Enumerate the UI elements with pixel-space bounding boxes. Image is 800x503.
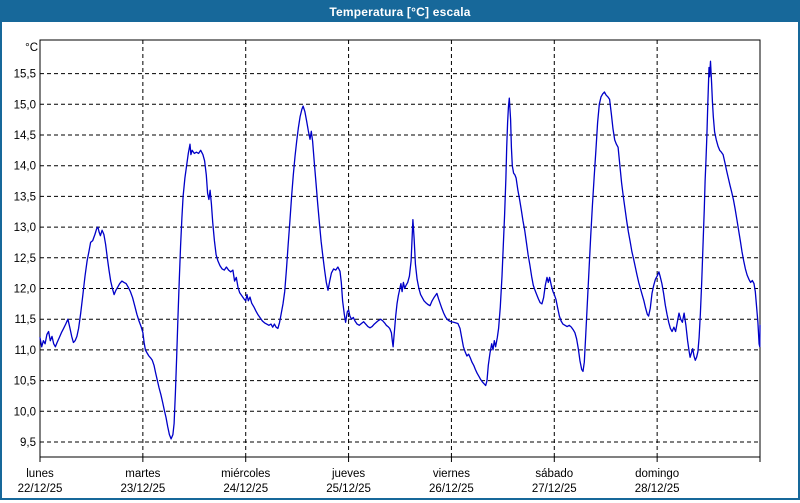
y-tick-label: 11,5 <box>14 314 36 326</box>
y-tick-label: 12,5 <box>14 253 36 265</box>
x-date-label: 27/12/25 <box>532 483 577 495</box>
title-bar: Temperatura [°C] escala <box>2 2 798 22</box>
temperature-line <box>39 60 761 440</box>
x-day-label: martes <box>125 468 160 480</box>
y-tick-label: 13,0 <box>14 222 36 234</box>
x-date-label: 23/12/25 <box>120 483 165 495</box>
y-tick-label: 13,5 <box>14 191 36 203</box>
x-day-label: miércoles <box>221 468 270 480</box>
temperature-chart: 9,5 10,0 10,5 11,0 11,5 12,0 12,5 13,0 13,5 14,0 1… <box>14 39 761 495</box>
x-date-label: 25/12/25 <box>326 483 371 495</box>
y-tick-label: 14,5 <box>14 130 36 142</box>
x-date-label: 26/12/25 <box>429 483 474 495</box>
x-day-label: viernes <box>433 468 470 480</box>
y-tick-label: 15,0 <box>14 99 36 111</box>
y-tick-label: 12,0 <box>14 284 36 296</box>
x-day-label: jueves <box>331 468 365 480</box>
plot-border <box>39 39 761 458</box>
y-tick-label: 14,0 <box>14 161 36 173</box>
window-title: Temperatura [°C] escala <box>329 5 471 19</box>
y-tick-label: 15,5 <box>14 69 36 81</box>
y-tick-label: 9,5 <box>20 437 36 449</box>
y-tick-label: 10,0 <box>14 406 36 418</box>
y-tick-label: 11,0 <box>14 345 36 357</box>
x-day-label: lunes <box>26 468 54 480</box>
y-tick-label: 10,5 <box>14 376 36 388</box>
x-date-label: 22/12/25 <box>18 483 63 495</box>
x-day-label: sábado <box>535 468 573 480</box>
x-day-label: domingo <box>635 468 679 480</box>
chart-area: 9,5 10,0 10,5 11,0 11,5 12,0 12,5 13,0 13,5 14,0 1… <box>2 22 798 498</box>
x-date-label: 28/12/25 <box>635 483 680 495</box>
x-date-label: 24/12/25 <box>223 483 268 495</box>
y-axis-unit-label: °C <box>25 42 38 54</box>
